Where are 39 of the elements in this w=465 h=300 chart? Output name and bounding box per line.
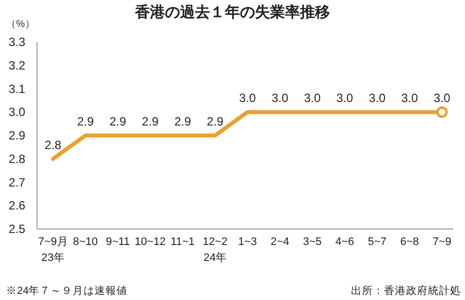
x-tick-label: 4~6: [335, 236, 354, 248]
y-tick-label: 2.6: [8, 198, 26, 213]
data-label: 2.8: [44, 138, 62, 152]
x-tick-label: 6~8: [400, 236, 419, 248]
y-tick-label: 2.9: [8, 128, 26, 142]
x-tick-label: 10~12: [134, 236, 166, 248]
x-tick-label: 8~10: [73, 236, 98, 248]
x-tick-label: 5~7: [368, 236, 387, 248]
data-label: 2.9: [109, 114, 126, 128]
x-tick-label: 2~4: [270, 236, 290, 248]
y-tick-label: 2.8: [8, 152, 26, 166]
x-tick-label: 9~11: [106, 236, 130, 248]
data-label: 3.0: [336, 91, 354, 106]
x-tick-label: 1~3: [238, 236, 257, 248]
text: ※24年７～９月は速報値: [6, 284, 128, 297]
data-label: 3.0: [239, 91, 256, 106]
data-label: 3.0: [272, 91, 289, 106]
data-label: 3.0: [304, 91, 321, 106]
x-tick-label: 7~9月 23年: [38, 236, 68, 264]
x-tick-label: 3~5: [302, 236, 322, 248]
y-tick-label: 3.2: [8, 58, 26, 72]
y-tick-label: 3.3: [8, 35, 26, 49]
data-label: 3.0: [434, 91, 451, 106]
data-label: 2.9: [206, 114, 224, 128]
text: 出所：香港政府統計処: [351, 284, 461, 297]
chart-title: 香港の過去１年の失業率推移: [134, 3, 330, 21]
data-label: 2.9: [174, 114, 192, 128]
data-label: 2.9: [77, 114, 94, 128]
data-label: 3.0: [401, 91, 418, 106]
y-axis-title: （%）: [6, 19, 35, 30]
y-tick-label: 3.0: [8, 105, 26, 120]
x-tick-label: 7~9: [432, 236, 452, 248]
y-tick-label: 3.1: [8, 82, 26, 96]
data-label: 3.0: [368, 91, 386, 106]
x-tick-label: 11~1: [170, 236, 195, 248]
y-tick-label: 2.5: [8, 222, 26, 236]
x-tick-label: 12~2 24年: [202, 236, 228, 264]
data-label: 2.9: [142, 114, 159, 128]
y-tick-label: 2.7: [8, 175, 26, 190]
